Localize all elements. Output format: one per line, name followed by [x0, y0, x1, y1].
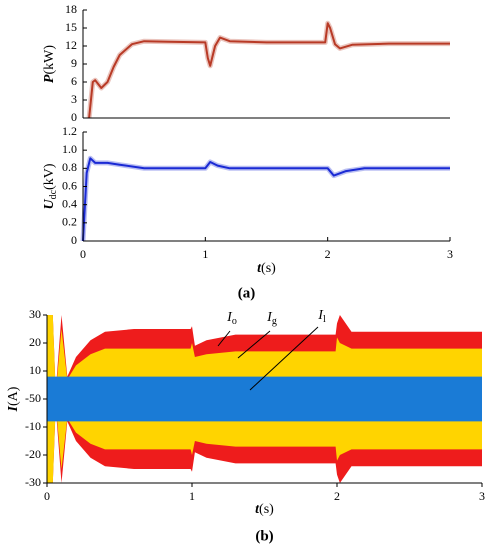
plot-area — [86, 20, 450, 119]
series-subscript: l — [323, 314, 326, 325]
x-axis-label: t(s) — [257, 261, 276, 276]
plot-area — [47, 315, 482, 483]
y-axis-label-symbol: I — [6, 405, 21, 412]
y-tick-label: -50 — [25, 391, 41, 405]
y-tick-label: 0 — [71, 110, 77, 124]
y-tick-label: 0 — [71, 233, 77, 247]
series-symbol: I — [226, 310, 233, 325]
x-axis-label-symbol: t — [257, 261, 262, 276]
halo — [80, 155, 450, 242]
y-tick-label: 20 — [29, 335, 41, 349]
y-tick-label: 0.6 — [62, 178, 77, 192]
y-tick-label: 18 — [65, 2, 77, 16]
x-tick-label: 3 — [447, 247, 453, 261]
y-axis-label-symbol: U — [42, 199, 57, 210]
x-axis-label-unit: (s) — [261, 261, 276, 276]
y-tick-label: 1.0 — [62, 142, 77, 156]
y-tick-label: 0.4 — [62, 196, 77, 210]
y-tick-label: 9 — [71, 56, 77, 70]
x-axis-label: t(s) — [255, 502, 274, 517]
x-tick-label: 1 — [189, 489, 195, 503]
y-tick-label: 0.8 — [62, 160, 77, 174]
y-tick-label: 10 — [29, 363, 41, 377]
y-axis-label: P(kW) — [42, 45, 57, 83]
x-tick-label: 0 — [80, 247, 86, 261]
y-tick-label: 15 — [65, 20, 77, 34]
y-tick-label: 30 — [29, 307, 41, 321]
plot-area — [80, 155, 450, 242]
leader-line — [237, 330, 271, 359]
series-symbol: I — [317, 308, 324, 323]
y-tick-label: -20 — [25, 447, 41, 461]
y-tick-label: -30 — [25, 475, 41, 489]
y-axis-label-unit: (kV) — [42, 163, 57, 190]
line — [88, 22, 450, 119]
y-axis-label: I(A) — [6, 386, 21, 412]
envelope-band — [47, 376, 482, 422]
caption: (a) — [238, 285, 256, 301]
y-axis-label: Udc(kV) — [42, 163, 59, 209]
series-subscript: o — [232, 316, 237, 327]
y-axis-label-subscript: dc — [48, 189, 59, 199]
chart: 0 3 6 9 12 15 18 P(kW) — [42, 2, 450, 124]
halo — [86, 20, 450, 119]
x-tick-label: 2 — [325, 247, 331, 261]
x-tick-label: 1 — [202, 247, 208, 261]
x-tick-label: 3 — [479, 489, 485, 503]
series-label: Il — [317, 308, 326, 325]
series-label: Io — [226, 310, 237, 327]
y-axis-label-symbol: P — [42, 74, 57, 83]
y-tick-label: 3 — [71, 92, 77, 106]
series-subscript: g — [272, 316, 277, 327]
y-tick-label: 1.2 — [62, 124, 77, 138]
x-tick-label: 0 — [44, 489, 50, 503]
series-symbol: I — [266, 310, 273, 325]
y-axis-label-unit: (kW) — [42, 45, 57, 75]
y-tick-label: -10 — [25, 419, 41, 433]
x-tick-label: 2 — [334, 489, 340, 503]
x-axis-label-symbol: t — [255, 502, 260, 517]
y-tick-label: 12 — [65, 38, 77, 52]
leader-line — [217, 330, 231, 347]
y-tick-label: 0.2 — [62, 215, 77, 229]
x-axis-label-unit: (s) — [259, 502, 274, 517]
y-axis-label-unit: (A) — [6, 386, 21, 406]
leader-line — [249, 326, 319, 391]
line — [82, 157, 450, 242]
y-tick-label: 6 — [71, 74, 77, 88]
caption: (b) — [255, 528, 273, 544]
series-label: Ig — [266, 310, 277, 327]
